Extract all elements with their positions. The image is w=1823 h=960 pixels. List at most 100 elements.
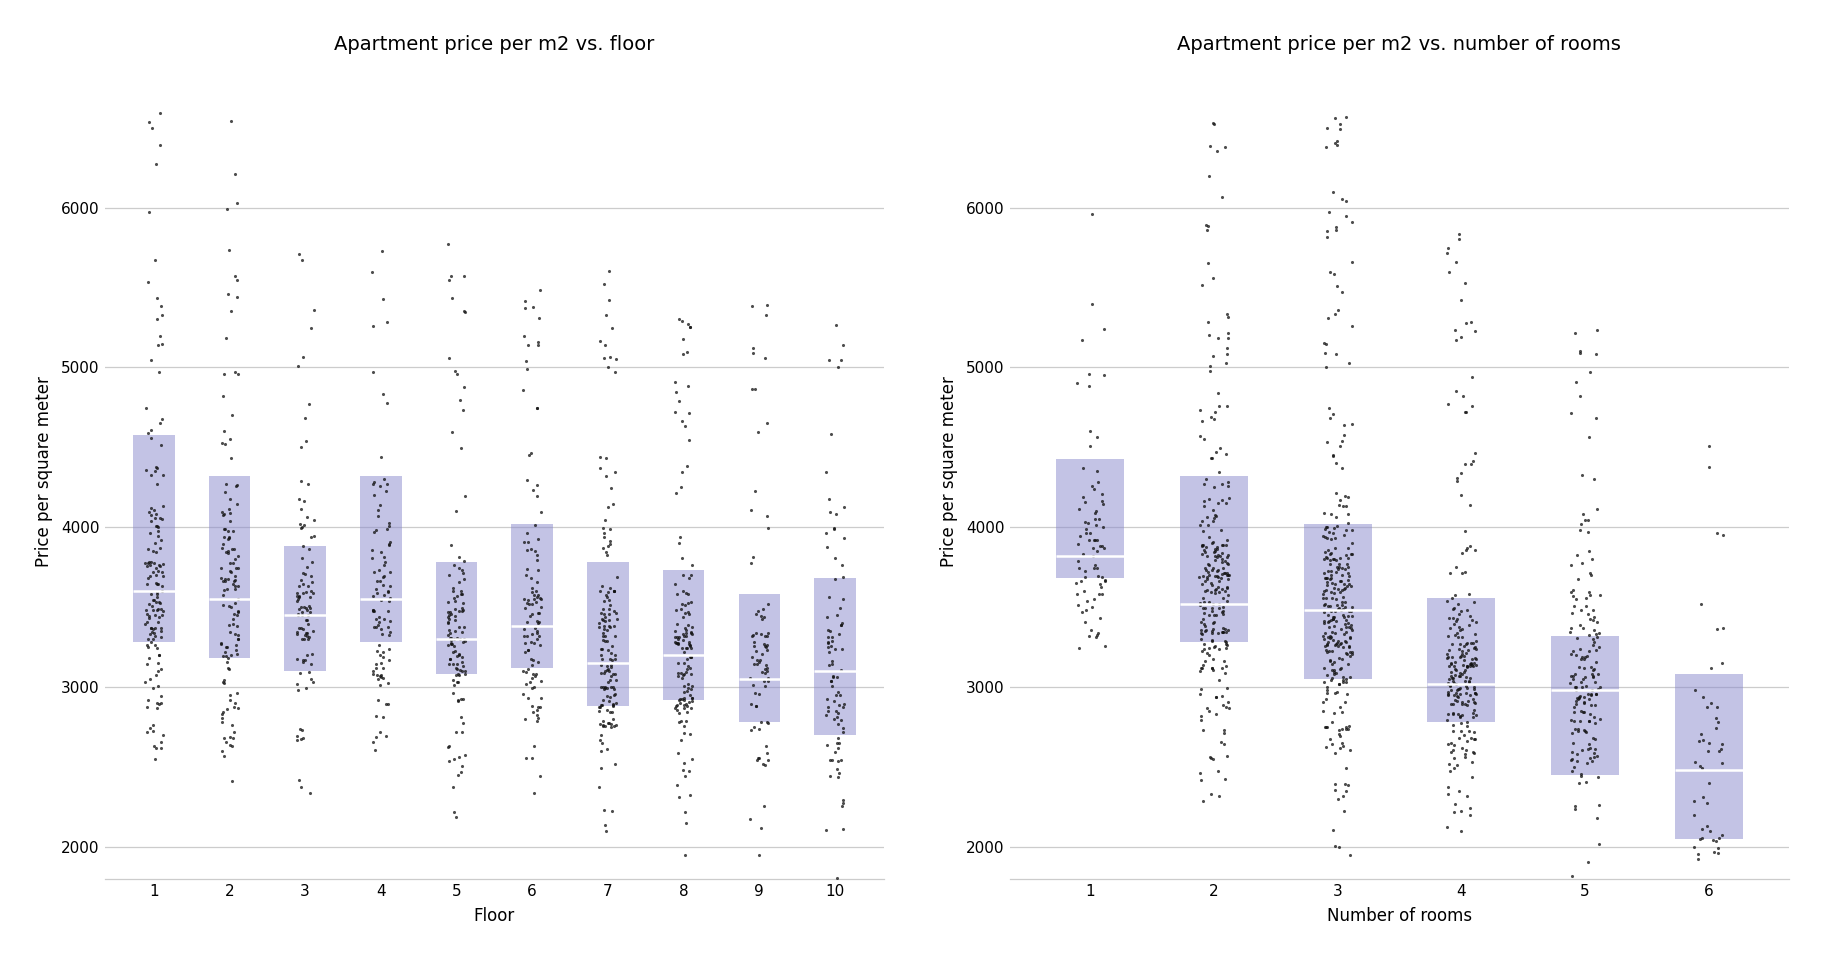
Point — [1327, 583, 1356, 598]
Point — [675, 727, 704, 742]
Point — [1564, 688, 1593, 704]
Point — [1311, 530, 1340, 545]
Point — [665, 691, 695, 707]
Point — [146, 328, 175, 344]
Point — [142, 476, 171, 492]
Point — [1207, 625, 1236, 640]
Point — [1196, 660, 1225, 675]
Point — [1325, 121, 1354, 136]
Point — [665, 695, 695, 710]
Point — [1336, 254, 1365, 270]
Point — [1460, 639, 1489, 655]
Point — [1560, 683, 1590, 698]
Point — [1573, 513, 1602, 528]
Point — [753, 715, 782, 731]
Point — [1435, 735, 1464, 751]
Point — [211, 655, 241, 670]
Point — [1192, 549, 1221, 564]
Point — [1198, 651, 1227, 666]
Point — [1437, 682, 1466, 697]
Point — [1435, 763, 1464, 779]
Point — [213, 545, 242, 561]
Point — [1683, 852, 1712, 867]
Point — [1209, 620, 1238, 636]
Point — [747, 646, 777, 661]
Point — [1210, 636, 1240, 652]
Point — [1185, 402, 1214, 418]
Point — [596, 679, 625, 694]
Point — [660, 635, 689, 650]
Point — [217, 303, 246, 319]
Point — [826, 661, 855, 677]
Point — [376, 590, 405, 606]
Point — [1559, 672, 1588, 687]
Point — [439, 593, 469, 609]
Point — [667, 414, 696, 429]
Point — [215, 555, 244, 570]
Point — [751, 415, 780, 430]
Point — [591, 681, 620, 696]
Point — [587, 647, 616, 662]
Point — [675, 406, 704, 421]
Point — [1322, 137, 1351, 153]
Point — [1309, 631, 1338, 646]
Point — [1701, 699, 1730, 714]
Point — [822, 608, 851, 623]
Point — [1209, 634, 1238, 649]
Point — [591, 663, 620, 679]
Point — [438, 644, 467, 660]
Point — [139, 631, 168, 646]
Point — [1309, 695, 1338, 710]
Point — [135, 611, 164, 626]
Point — [283, 586, 312, 601]
Point — [221, 642, 250, 658]
Point — [1214, 701, 1243, 716]
Point — [1433, 736, 1462, 752]
Point — [1453, 693, 1482, 708]
Point — [1313, 550, 1342, 565]
Point — [221, 541, 250, 557]
Point — [210, 423, 239, 439]
Point — [222, 195, 252, 210]
Point — [598, 803, 627, 818]
Point — [1207, 698, 1236, 713]
Point — [516, 606, 545, 621]
Point — [1070, 521, 1099, 537]
Point — [1577, 612, 1606, 628]
Point — [439, 608, 469, 623]
Point — [600, 583, 629, 598]
Point — [753, 746, 782, 761]
Point — [365, 562, 394, 577]
Point — [1311, 570, 1340, 586]
Point — [589, 633, 618, 648]
Point — [813, 540, 842, 555]
Point — [447, 563, 476, 578]
Point — [1309, 719, 1338, 734]
Point — [1322, 638, 1351, 654]
Point — [144, 523, 173, 539]
Point — [665, 666, 695, 682]
Point — [292, 584, 321, 599]
Point — [146, 623, 175, 638]
Point — [1309, 596, 1338, 612]
Point — [1066, 332, 1096, 348]
Point — [594, 619, 623, 635]
Point — [1190, 539, 1220, 554]
Point — [1431, 246, 1460, 261]
Point — [144, 364, 173, 379]
Point — [512, 595, 541, 611]
Point — [1323, 650, 1353, 665]
Point — [819, 711, 848, 727]
Point — [521, 713, 551, 729]
Point — [1313, 683, 1342, 698]
Point — [819, 693, 848, 708]
Point — [137, 621, 166, 636]
Point — [1446, 487, 1475, 502]
Point — [1555, 624, 1584, 639]
Point — [811, 708, 840, 723]
Point — [667, 667, 696, 683]
Point — [591, 719, 620, 734]
Point — [1210, 355, 1240, 371]
Point — [1560, 680, 1590, 695]
Point — [587, 658, 616, 673]
